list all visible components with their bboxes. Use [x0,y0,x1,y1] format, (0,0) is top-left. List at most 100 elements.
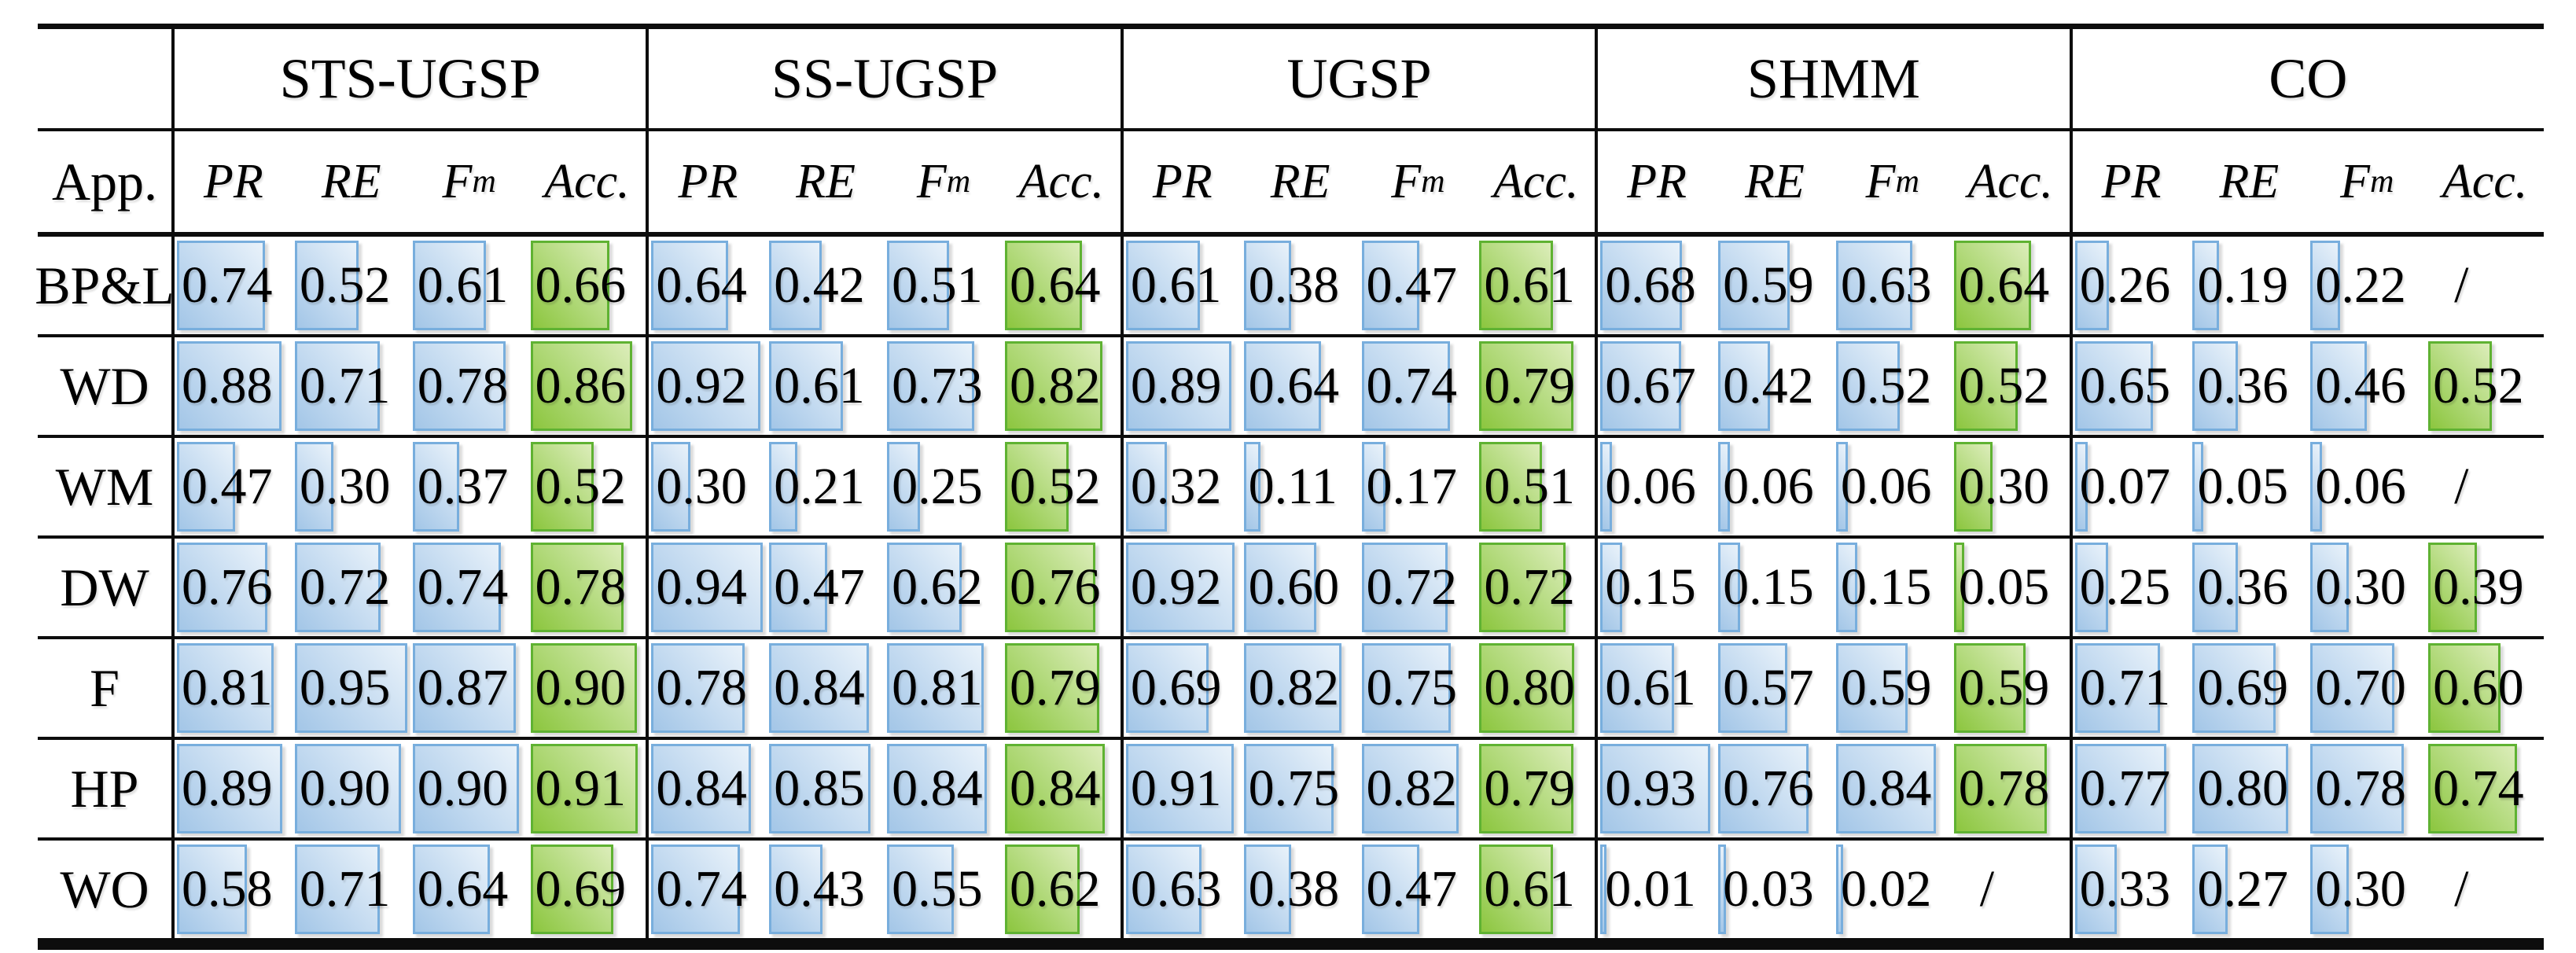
group-cells-shmm: 0.68 0.59 0.63 0.64 [1595,237,2069,334]
metric-cell: 0.60 [1242,539,1360,636]
metric-value: 0.61 [417,256,509,314]
metric-value: 0.22 [2315,256,2406,314]
metric-value: 0.15 [1723,558,1814,616]
metric-cell: 0.72 [293,539,410,636]
value-bar [1600,442,1612,532]
metric-value: 0.30 [656,458,747,515]
missing-value: / [2454,458,2469,515]
metric-value: 0.59 [1958,659,2050,716]
metric-cell: 0.39 [2426,539,2544,636]
value-bar [1600,643,1674,733]
metric-cell: 0.90 [293,740,410,837]
value-bar [1600,341,1681,431]
metric-value: 0.78 [535,558,627,616]
accuracy-bar [1479,744,1573,833]
metric-value: 0.77 [2079,760,2171,817]
value-bar [651,241,729,330]
metric-value: 0.36 [2197,357,2288,414]
metric-cell: 0.46 [2308,337,2426,435]
value-bar [2192,341,2239,431]
metric-cell: 0.77 [2073,740,2191,837]
metric-cell: 0.22 [2308,237,2426,334]
value-bar [651,442,690,532]
group-cells-ugsp: 0.89 0.64 0.74 0.79 [1120,337,1595,435]
value-bar [1125,543,1235,632]
metric-cell: / [2426,438,2544,535]
value-bar [1243,643,1341,733]
metric-value: 0.82 [1009,357,1101,414]
value-bar [1361,844,1420,934]
metric-value: 0.79 [1484,357,1575,414]
metric-cell: 0.59 [1952,639,2070,737]
metric-value: 0.80 [2197,760,2288,817]
value-bar [887,241,950,330]
value-bar [651,643,745,733]
group-cells-co: 0.26 0.19 0.22 / [2069,237,2544,334]
value-bar [2074,643,2160,733]
metric-value: 0.37 [417,458,509,515]
metric-value: 0.57 [1723,659,1814,716]
metric-cell: 0.74 [175,237,293,334]
metric-value: 0.06 [2315,458,2406,515]
metric-value: 0.21 [774,458,865,515]
metric-cell: 0.47 [175,438,293,535]
metric-cell: 0.42 [767,237,885,334]
metric-cell: 0.80 [1477,639,1595,737]
metric-value: 0.84 [656,760,747,817]
group-cells-ugsp: 0.61 0.38 0.47 0.61 [1120,237,1595,334]
metric-value: 0.82 [1366,760,1458,817]
value-bar [1718,442,1730,532]
metric-value: 0.90 [535,659,627,716]
metric-value: 0.78 [1958,760,2050,817]
value-bar [294,442,333,532]
group-header-row: STS-UGSP SS-UGSP UGSP SHMM CO [38,29,2544,131]
metric-cell: 0.86 [528,337,646,435]
metric-value: 0.62 [892,558,983,616]
accuracy-bar [1953,643,2026,733]
metric-value: 0.47 [1366,256,1458,314]
metric-header-pr: PR [1627,154,1687,208]
metric-value: 0.76 [182,558,273,616]
metric-value: 0.52 [1009,458,1101,515]
metric-cell: 0.79 [1003,639,1121,737]
group-cells-sts-ugsp: 0.58 0.71 0.64 0.69 [171,841,646,938]
metric-header-pr: PR [204,154,263,208]
accuracy-bar [1953,543,1964,632]
metric-value: 0.52 [299,256,391,314]
metric-cell: 0.78 [528,539,646,636]
value-bar [2074,241,2110,330]
metric-cell: 0.60 [2426,639,2544,737]
metric-value: 0.61 [1605,659,1696,716]
value-bar [412,341,506,431]
metric-cell: 0.36 [2190,337,2308,435]
metric-value: 0.61 [1130,256,1222,314]
metric-cell: 0.51 [885,237,1003,334]
metric-cell: 0.84 [1834,740,1952,837]
metric-cell: 0.06 [1716,438,1834,535]
metric-cell: 0.84 [767,639,885,737]
metric-header-re: RE [2219,154,2280,208]
metric-value: 0.51 [892,256,983,314]
table-row: WD 0.88 0.71 0.78 0.86 0.92 0.61 0.73 0.82 0.89 0.… [38,337,2544,438]
metric-cell: 0.89 [1124,337,1242,435]
value-bar [2192,543,2239,632]
value-bar [1600,844,1606,934]
value-bar [769,744,870,833]
metric-cell: 0.76 [1003,539,1121,636]
group-cells-ss-ugsp: 0.94 0.47 0.62 0.76 [646,539,1120,636]
metric-value: 0.74 [182,256,273,314]
metric-cell: 0.69 [1124,639,1242,737]
group-cells-co: 0.65 0.36 0.46 0.52 [2069,337,2544,435]
metric-cell: 0.64 [649,237,767,334]
group-header-co: CO [2069,29,2544,128]
value-bar [1718,744,1809,833]
value-bar [1125,643,1209,733]
value-bar [1718,543,1740,632]
metric-cell: 0.64 [410,841,528,938]
group-cells-shmm: 0.01 0.03 0.02 / [1595,841,2069,938]
metric-value: 0.47 [1366,860,1458,918]
value-bar [177,442,235,532]
table-bottom-rule [38,941,2544,950]
metric-cell: 0.61 [1124,237,1242,334]
metric-cell: 0.61 [767,337,885,435]
